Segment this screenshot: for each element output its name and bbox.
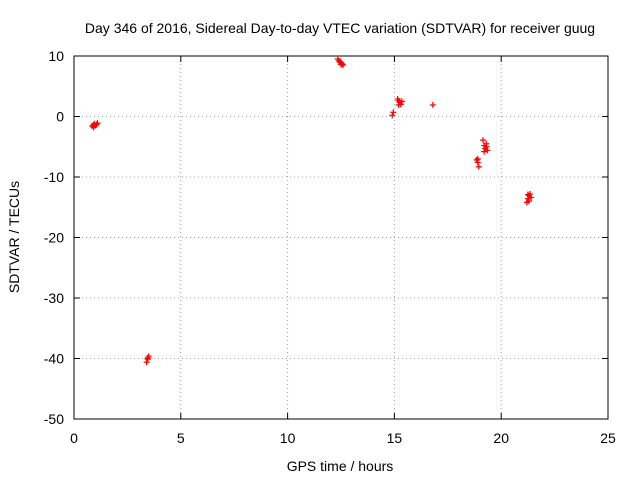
data-points bbox=[89, 56, 535, 366]
data-point bbox=[484, 147, 491, 154]
x-tick-label: 0 bbox=[70, 430, 78, 446]
data-point bbox=[395, 102, 402, 109]
x-axis-label: GPS time / hours bbox=[287, 458, 394, 474]
x-tick-label: 15 bbox=[387, 430, 403, 446]
data-point bbox=[429, 102, 436, 109]
y-tick-label: -50 bbox=[44, 411, 64, 427]
tick-layer: 0 5 10 15 20 25 10 0 -10 -20 -30 -40 -50 bbox=[44, 48, 616, 446]
data-point bbox=[144, 354, 151, 361]
data-point bbox=[390, 109, 397, 116]
y-tick-label: 10 bbox=[48, 48, 64, 64]
data-point bbox=[474, 155, 481, 162]
data-point bbox=[525, 198, 532, 205]
data-point bbox=[480, 137, 487, 144]
y-tick-label: -30 bbox=[44, 290, 64, 306]
x-tick-label: 10 bbox=[280, 430, 296, 446]
data-point bbox=[93, 121, 100, 128]
y-tick-label: -20 bbox=[44, 230, 64, 246]
y-tick-label: -10 bbox=[44, 169, 64, 185]
grid-layer bbox=[74, 56, 608, 419]
data-point bbox=[475, 163, 482, 170]
data-point bbox=[483, 140, 490, 147]
y-axis-label: SDTVAR / TECUs bbox=[6, 181, 22, 293]
data-point bbox=[94, 120, 101, 127]
data-point bbox=[143, 359, 150, 366]
data-point bbox=[338, 61, 344, 68]
data-point bbox=[528, 194, 535, 201]
chart-title: Day 346 of 2016, Sidereal Day-to-day VTE… bbox=[85, 20, 595, 36]
x-tick-label: 20 bbox=[493, 430, 509, 446]
data-point bbox=[481, 148, 488, 155]
y-tick-label: 0 bbox=[56, 109, 64, 125]
data-point bbox=[389, 112, 396, 119]
y-tick-label: -40 bbox=[44, 351, 64, 367]
data-point bbox=[90, 124, 97, 131]
data-point bbox=[339, 60, 346, 67]
x-tick-label: 5 bbox=[177, 430, 185, 446]
data-point bbox=[524, 191, 531, 198]
x-tick-label: 25 bbox=[600, 430, 616, 446]
data-point bbox=[398, 98, 405, 105]
